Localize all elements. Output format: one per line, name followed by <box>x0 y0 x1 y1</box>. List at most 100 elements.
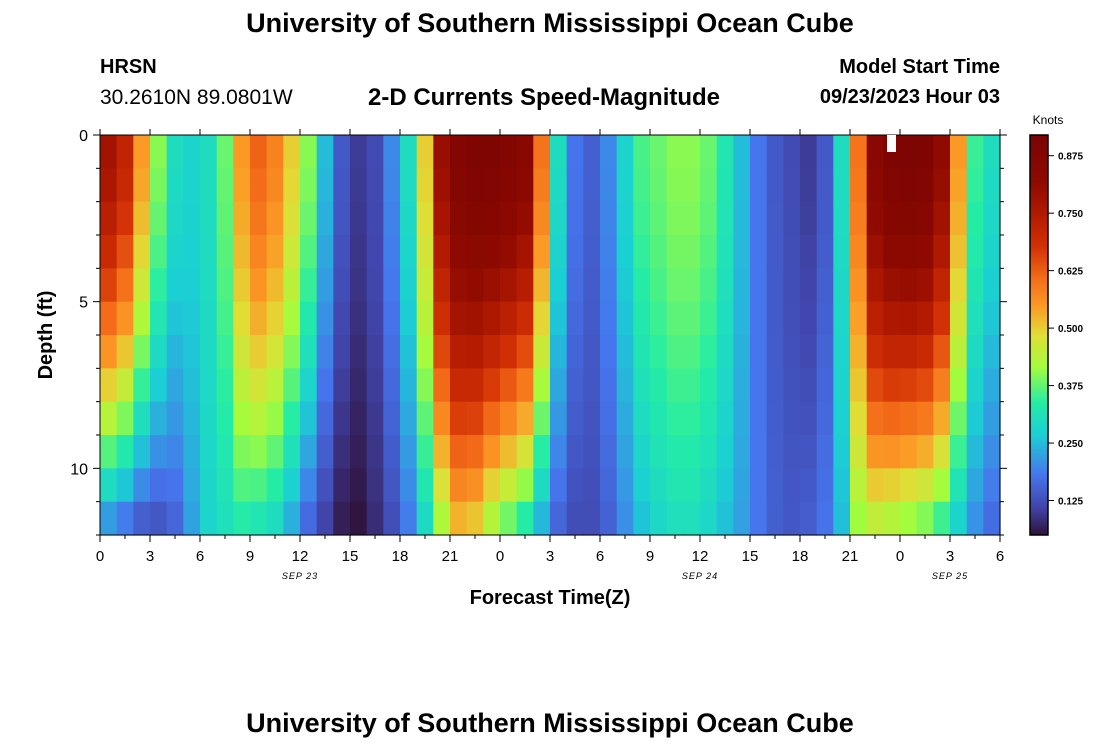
heat-cell <box>566 401 584 436</box>
heat-cell <box>550 501 568 536</box>
heat-cell <box>100 168 118 203</box>
heat-cell <box>750 501 768 536</box>
heat-cell <box>350 468 368 503</box>
heat-cell <box>116 135 134 169</box>
heat-cell <box>433 435 451 469</box>
heat-cell <box>516 235 534 269</box>
heat-cell <box>666 168 684 203</box>
heat-cell <box>300 201 318 236</box>
heat-cell <box>800 435 818 469</box>
heat-cell <box>450 168 468 203</box>
colorbar-tick-label: 0.875 <box>1058 152 1083 163</box>
heat-cell <box>283 501 301 536</box>
heat-cell <box>883 435 901 469</box>
heat-cell <box>650 368 668 403</box>
heat-cell <box>700 168 718 203</box>
heat-cell <box>516 368 534 403</box>
heat-cell <box>400 235 418 269</box>
heat-cell <box>716 301 734 336</box>
heat-cell <box>900 335 918 369</box>
heat-cell <box>216 135 234 169</box>
heat-cell <box>766 401 784 436</box>
heat-cell <box>633 435 651 469</box>
heat-cell <box>183 435 201 469</box>
heat-cell <box>283 335 301 369</box>
heat-cell <box>483 301 501 336</box>
heat-cell <box>933 335 951 369</box>
heat-cell <box>650 468 668 503</box>
heat-cell <box>500 301 518 336</box>
heat-cell <box>966 235 984 269</box>
heat-cell <box>216 368 234 403</box>
heat-cell <box>133 468 151 503</box>
heat-cell <box>383 435 401 469</box>
heat-cell <box>516 201 534 236</box>
heat-cell <box>116 201 134 236</box>
heat-cell <box>466 168 484 203</box>
x-tick-label: 9 <box>646 548 654 565</box>
heat-cell <box>750 201 768 236</box>
heat-cell <box>800 468 818 503</box>
heat-cell <box>700 501 718 536</box>
heat-cell <box>550 168 568 203</box>
heat-cell <box>366 335 384 369</box>
heat-cell <box>533 301 551 336</box>
heat-cell <box>766 501 784 536</box>
heat-cell <box>950 335 968 369</box>
model-start-label: Model Start Time <box>839 56 1000 78</box>
colorbar-ticks: 0.125 0.250 0.375 0.500 0.625 0.750 0.875 <box>1048 152 1083 508</box>
heat-cell <box>283 468 301 503</box>
heat-cell <box>950 168 968 203</box>
heat-cell <box>400 135 418 169</box>
heat-cell <box>816 435 834 469</box>
x-tick-label: 15 <box>342 548 359 565</box>
heat-cell <box>383 168 401 203</box>
heat-cell <box>200 168 218 203</box>
heat-cell <box>783 435 801 469</box>
heat-cell <box>533 268 551 303</box>
heat-cell <box>583 435 601 469</box>
heat-cell <box>983 168 1001 203</box>
heat-cell <box>850 301 868 336</box>
heat-cell <box>333 468 351 503</box>
heat-cell <box>200 135 218 169</box>
heat-cell <box>333 335 351 369</box>
heat-cell <box>416 235 434 269</box>
heat-cell <box>333 501 351 536</box>
heat-cell <box>450 435 468 469</box>
heat-cell <box>633 468 651 503</box>
heat-cell <box>933 368 951 403</box>
heat-cell <box>200 201 218 236</box>
heat-cell <box>400 435 418 469</box>
heat-cell <box>516 401 534 436</box>
heat-cell <box>416 301 434 336</box>
heat-cell <box>116 501 134 536</box>
heat-cell <box>700 268 718 303</box>
heat-cell <box>716 168 734 203</box>
heat-cell <box>300 501 318 536</box>
heat-cell <box>616 235 634 269</box>
heat-cell <box>800 501 818 536</box>
heat-cell <box>933 401 951 436</box>
heat-cell <box>716 335 734 369</box>
heat-cell <box>350 235 368 269</box>
heat-cell <box>750 135 768 169</box>
heat-cell <box>733 468 751 503</box>
heat-cell <box>700 468 718 503</box>
heat-cell <box>250 135 268 169</box>
heat-cell <box>750 335 768 369</box>
heat-cell <box>366 368 384 403</box>
heat-cell <box>333 201 351 236</box>
heat-cell <box>850 401 868 436</box>
heat-cell <box>583 268 601 303</box>
heat-cell <box>850 168 868 203</box>
model-start-value: 09/23/2023 Hour 03 <box>819 86 1000 108</box>
heat-cell <box>566 301 584 336</box>
heat-cell <box>666 301 684 336</box>
heat-cell <box>116 335 134 369</box>
heat-cell <box>450 468 468 503</box>
heat-cell <box>783 235 801 269</box>
heat-cell <box>650 235 668 269</box>
heat-cell <box>783 268 801 303</box>
heat-cell <box>616 468 634 503</box>
